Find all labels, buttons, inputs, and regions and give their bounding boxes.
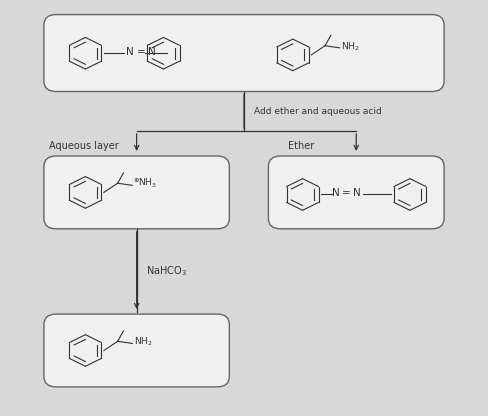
Text: NH$_2$: NH$_2$ xyxy=(134,336,152,349)
Text: N: N xyxy=(332,188,340,198)
FancyBboxPatch shape xyxy=(44,314,229,387)
Text: NaHCO$_3$: NaHCO$_3$ xyxy=(146,265,187,278)
FancyBboxPatch shape xyxy=(268,156,444,229)
Text: $^{\oplus}$NH$_3$: $^{\oplus}$NH$_3$ xyxy=(133,177,158,190)
Text: =: = xyxy=(342,188,351,198)
Text: N: N xyxy=(126,47,134,57)
Text: Aqueous layer: Aqueous layer xyxy=(49,141,119,151)
FancyBboxPatch shape xyxy=(44,15,444,92)
Text: Ether: Ether xyxy=(288,141,314,151)
Text: N: N xyxy=(353,188,361,198)
Text: N: N xyxy=(148,47,156,57)
FancyBboxPatch shape xyxy=(44,156,229,229)
Text: NH$_2$: NH$_2$ xyxy=(341,40,360,53)
Text: =: = xyxy=(137,47,145,57)
Text: Add ether and aqueous acid: Add ether and aqueous acid xyxy=(254,107,382,116)
